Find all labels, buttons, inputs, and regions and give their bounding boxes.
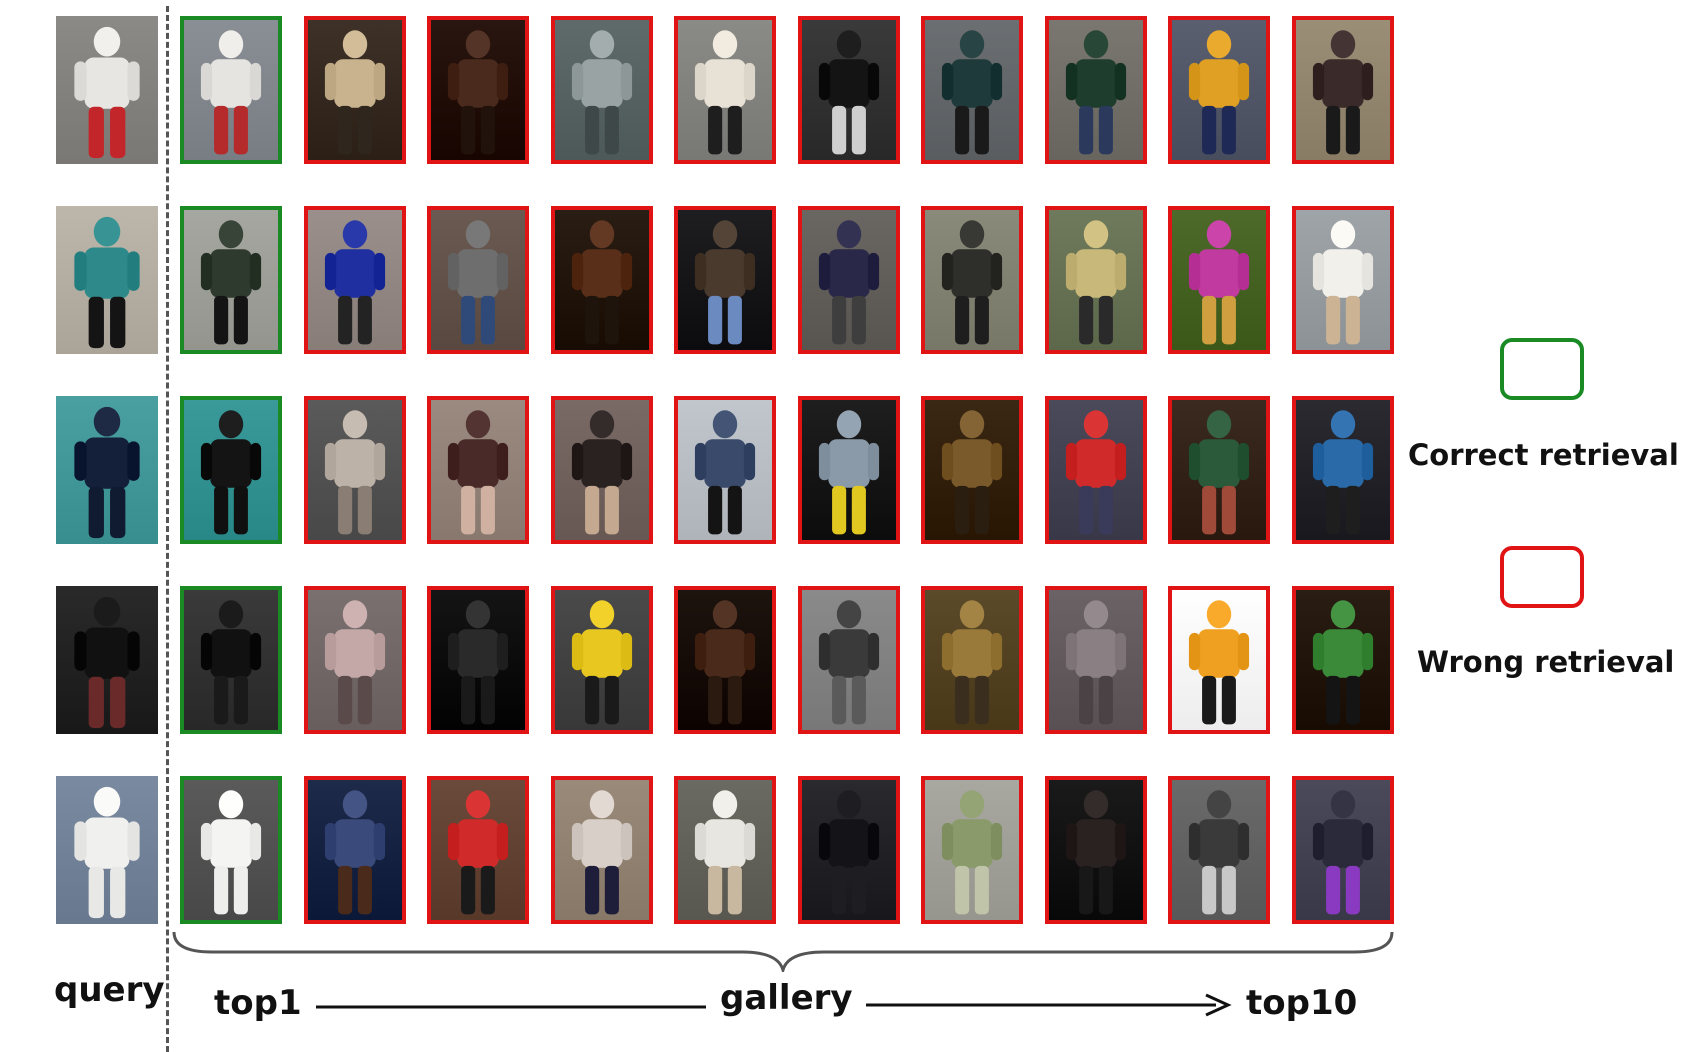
gallery-image-wrong xyxy=(1045,586,1147,734)
query-label: query xyxy=(54,970,165,1010)
gallery-image-wrong xyxy=(674,16,776,164)
query-image xyxy=(56,396,158,544)
gallery-image-wrong xyxy=(921,776,1023,924)
gallery-image-wrong xyxy=(1292,16,1394,164)
query-image xyxy=(56,206,158,354)
gallery-image-wrong xyxy=(798,586,900,734)
gallery-image-wrong xyxy=(1292,396,1394,544)
query-image xyxy=(56,16,158,164)
gallery-image-wrong xyxy=(427,206,529,354)
gallery-image-wrong xyxy=(921,396,1023,544)
arrow-line-right xyxy=(866,993,1232,1017)
gallery-image-correct xyxy=(180,206,282,354)
gallery-image-wrong xyxy=(427,16,529,164)
gallery-image-wrong xyxy=(304,206,406,354)
query-image xyxy=(56,586,158,734)
gallery-image-wrong xyxy=(1168,16,1270,164)
gallery-image-wrong xyxy=(674,586,776,734)
gallery-image-wrong xyxy=(304,586,406,734)
gallery-image-wrong xyxy=(921,206,1023,354)
legend-correct-label: Correct retrieval xyxy=(1408,438,1679,472)
gallery-image-correct xyxy=(180,776,282,924)
gallery-image-wrong xyxy=(1292,206,1394,354)
query-gallery-divider xyxy=(166,6,169,1052)
legend-correct-swatch xyxy=(1500,338,1584,400)
gallery-image-wrong xyxy=(304,396,406,544)
legend-wrong-swatch xyxy=(1500,546,1584,608)
gallery-image-wrong xyxy=(1045,206,1147,354)
gallery-image-wrong xyxy=(1292,586,1394,734)
gallery-image-wrong xyxy=(798,776,900,924)
top1-label: top1 xyxy=(214,983,302,1023)
gallery-image-wrong xyxy=(798,396,900,544)
gallery-label: gallery xyxy=(720,978,853,1018)
gallery-image-wrong xyxy=(427,396,529,544)
gallery-image-wrong xyxy=(798,16,900,164)
gallery-image-wrong xyxy=(1168,776,1270,924)
query-image xyxy=(56,776,158,924)
gallery-image-wrong xyxy=(674,776,776,924)
gallery-image-wrong xyxy=(427,776,529,924)
gallery-image-wrong xyxy=(551,776,653,924)
gallery-image-wrong xyxy=(551,586,653,734)
legend-wrong-label: Wrong retrieval xyxy=(1417,645,1675,679)
gallery-image-wrong xyxy=(551,396,653,544)
gallery-image-wrong xyxy=(921,16,1023,164)
gallery-image-wrong xyxy=(551,16,653,164)
gallery-image-wrong xyxy=(427,586,529,734)
gallery-image-wrong xyxy=(1168,396,1270,544)
gallery-image-wrong xyxy=(674,206,776,354)
gallery-image-wrong xyxy=(1045,396,1147,544)
top10-label: top10 xyxy=(1246,983,1358,1023)
gallery-image-wrong xyxy=(674,396,776,544)
gallery-image-wrong xyxy=(921,586,1023,734)
gallery-image-wrong xyxy=(1045,776,1147,924)
gallery-image-wrong xyxy=(798,206,900,354)
gallery-image-wrong xyxy=(1292,776,1394,924)
gallery-image-correct xyxy=(180,396,282,544)
gallery-brace xyxy=(172,931,1394,972)
gallery-image-wrong xyxy=(304,16,406,164)
gallery-image-wrong xyxy=(551,206,653,354)
gallery-image-wrong xyxy=(1045,16,1147,164)
gallery-image-wrong xyxy=(304,776,406,924)
gallery-image-wrong xyxy=(1168,206,1270,354)
arrow-line-left xyxy=(316,1005,706,1009)
gallery-image-correct xyxy=(180,586,282,734)
gallery-image-wrong xyxy=(1168,586,1270,734)
gallery-image-correct xyxy=(180,16,282,164)
